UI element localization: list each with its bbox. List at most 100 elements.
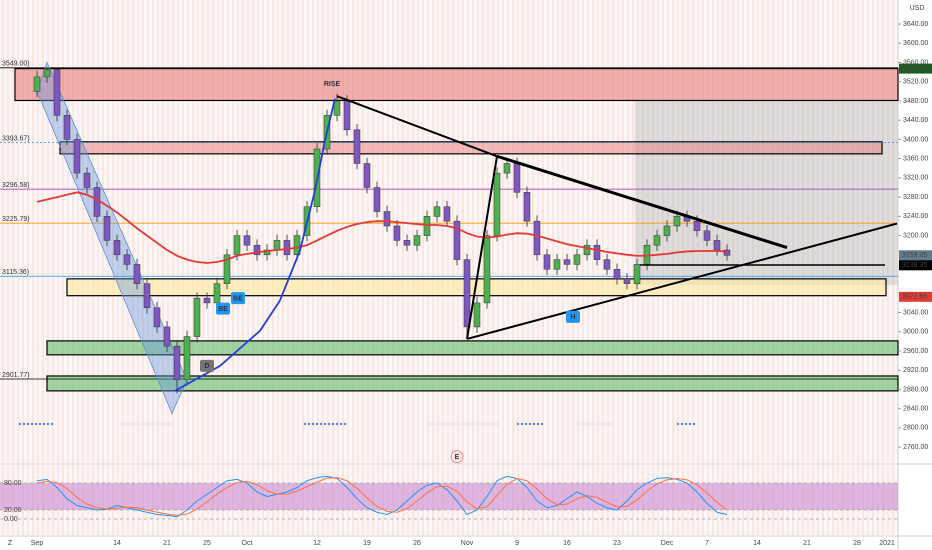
signal-marker-label: E [455,454,460,461]
signal-dot [580,422,584,426]
signal-dot [524,422,528,426]
signal-dot [46,422,50,426]
y-tick-label: 3560.00 [903,59,928,66]
signal-dot [480,422,484,426]
signal-dot [152,422,156,426]
zone [46,340,899,356]
y-tick-label: 3360.00 [903,156,928,163]
signal-dot [331,422,335,426]
axes: USD Z 2760.002800.002840.002880.002920.0… [4,5,932,547]
candle-body [503,163,511,174]
signal-marker-label: RISE [324,81,341,88]
signal-dot [156,422,160,426]
signal-dot [128,422,132,426]
y-tick-label: 3480.00 [903,98,928,105]
candle-body [393,225,401,241]
y-tick-label: 3320.00 [903,175,928,182]
x-tick-label: Dec [661,540,674,547]
trendline [496,154,788,250]
signal-dot [464,422,468,426]
oscillator-pane [0,465,898,535]
x-tick-label: 19 [363,540,371,547]
candle-body [423,216,431,236]
price-label-bg [899,291,932,302]
signal-dot [472,422,476,426]
x-tick-label: Oct [242,540,253,547]
level-label: 3549.00) [2,61,30,68]
signal-dot [18,422,22,426]
signal-marker [450,450,464,464]
price-label-bg [899,250,932,261]
y-tick-label: 3600.00 [903,40,928,47]
signal-dot [584,422,588,426]
signal-marker-label: BE [218,306,228,313]
zoom-button[interactable]: Z [8,540,13,547]
signal-dot [532,422,536,426]
y-tick-label: 2800.00 [903,425,928,432]
signal-dot [496,422,500,426]
y-tick-label: 2760.00 [903,444,928,451]
shaded-range [635,100,898,285]
signal-dot [26,422,30,426]
candle-body [103,216,111,241]
candle-body [723,249,731,256]
x-tick-label: 9 [515,540,519,547]
y-tick-label: 3240.00 [903,213,928,220]
candle-body [263,249,271,256]
candle-body [703,230,711,241]
signal-dot [600,422,604,426]
y-tick-label: 3400.00 [903,136,928,143]
candle-body [333,100,341,116]
y-tick-label: 2920.00 [903,367,928,374]
signal-dot [311,422,315,426]
stoch-tick-label: 0.00 [4,516,18,523]
signal-dot [440,422,444,426]
zone [14,68,899,102]
candle-body [363,163,371,188]
signal-dot [148,422,152,426]
signal-dot [339,422,343,426]
candle-body [203,297,211,304]
signal-dot [432,422,436,426]
x-tick-label: 14 [113,540,121,547]
candle-body [633,264,641,284]
signal-dot [516,422,520,426]
candle-body [343,100,351,131]
y-tick-label: 2960.00 [903,348,928,355]
candle-body [473,302,481,328]
x-tick-label: 28 [853,540,861,547]
signal-dot [604,422,608,426]
y-tick-label: 2880.00 [903,386,928,393]
candle-body [143,283,151,308]
level-label: 3296.58) [2,182,30,189]
candle-body [543,254,551,270]
y-tick-label: 2840.00 [903,406,928,413]
signal-dot [22,422,26,426]
candle-body [693,220,701,232]
candle-body [553,259,561,270]
signal-dot [488,422,492,426]
stoch-line [36,477,728,516]
price-label-bg [899,63,932,74]
price-label: 3547.30 [902,65,927,72]
y-tick-label: 3640.00 [903,21,928,28]
signal-marker-label: BE [233,295,243,302]
signal-dot [608,422,612,426]
signal-dot [592,422,596,426]
candle-body [483,235,491,304]
candle-body [93,187,101,217]
signal-marker [566,310,580,323]
level-label: 2901.77) [2,372,30,379]
candle-body [673,216,681,227]
candle-body [583,244,591,256]
candle-body [53,69,61,116]
signal-dot [120,422,124,426]
x-tick-label: 12 [313,540,321,547]
level-label: 3393.67) [2,135,30,142]
candle-body [523,192,531,222]
candle-body [603,259,611,270]
signal-marker [231,292,245,305]
signal-dot [335,422,339,426]
signal-dot [160,422,164,426]
